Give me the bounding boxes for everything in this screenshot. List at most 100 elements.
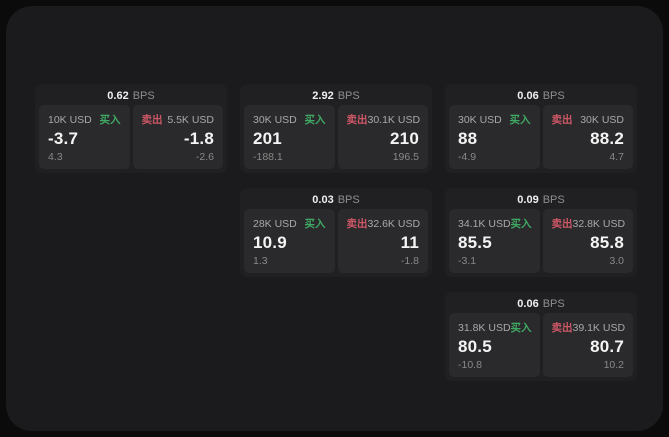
sell-label: 卖出 bbox=[551, 218, 573, 230]
card-header: 2.92 BPS bbox=[244, 88, 428, 105]
quote-card: 0.03 BPS 28K USD 买入 10.9 1.3 卖出 32.6K US… bbox=[240, 188, 432, 277]
buy-delta: 4.3 bbox=[48, 151, 63, 163]
quote-card: 0.62 BPS 10K USD 买入 -3.7 4.3 卖出 5.5K USD… bbox=[35, 84, 227, 173]
buy-delta: -188.1 bbox=[253, 151, 283, 163]
buy-tile[interactable]: 30K USD 买入 201 -188.1 bbox=[244, 105, 335, 169]
card-body: 30K USD 买入 201 -188.1 卖出 30.1K USD 210 1… bbox=[244, 105, 428, 169]
buy-label: 买入 bbox=[510, 218, 532, 230]
bps-value: 2.92 bbox=[312, 90, 334, 102]
quote-card: 0.06 BPS 31.8K USD 买入 80.5 -10.8 卖出 39.1… bbox=[445, 292, 637, 381]
buy-price: 88 bbox=[458, 129, 478, 148]
sell-delta: 10.2 bbox=[603, 359, 624, 371]
buy-tile[interactable]: 10K USD 买入 -3.7 4.3 bbox=[39, 105, 130, 169]
sell-tile[interactable]: 卖出 32.6K USD 11 -1.8 bbox=[337, 209, 428, 273]
sell-price: -1.8 bbox=[183, 129, 214, 148]
sell-price: 80.7 bbox=[590, 337, 624, 356]
bps-unit-label: BPS bbox=[542, 90, 565, 102]
buy-notional: 30K USD bbox=[458, 114, 502, 126]
buy-price: -3.7 bbox=[48, 129, 79, 148]
bps-value: 0.03 bbox=[312, 194, 334, 206]
sell-notional: 32.8K USD bbox=[572, 218, 626, 230]
card-header: 0.62 BPS bbox=[39, 88, 223, 105]
sell-tile[interactable]: 卖出 5.5K USD -1.8 -2.6 bbox=[132, 105, 223, 169]
buy-delta: -3.1 bbox=[458, 255, 477, 267]
sell-delta: -1.8 bbox=[400, 255, 419, 267]
buy-tile-top: 34.1K USD 买入 bbox=[458, 216, 532, 231]
buy-tile-top: 30K USD 买入 bbox=[253, 112, 326, 127]
buy-tile[interactable]: 31.8K USD 买入 80.5 -10.8 bbox=[449, 313, 540, 377]
sell-delta: 196.5 bbox=[392, 151, 419, 163]
sell-notional: 5.5K USD bbox=[167, 114, 214, 126]
buy-notional: 31.8K USD bbox=[458, 322, 511, 334]
sell-tile[interactable]: 卖出 32.8K USD 85.8 3.0 bbox=[542, 209, 633, 273]
quote-card-grid: 0.62 BPS 10K USD 买入 -3.7 4.3 卖出 5.5K USD… bbox=[35, 84, 637, 381]
sell-tile-top: 卖出 32.6K USD bbox=[346, 216, 421, 231]
bps-value: 0.06 bbox=[517, 298, 539, 310]
sell-notional: 30K USD bbox=[580, 114, 624, 126]
buy-tile-top: 31.8K USD 买入 bbox=[458, 320, 532, 335]
bps-unit-label: BPS bbox=[132, 90, 155, 102]
sell-price: 11 bbox=[400, 233, 419, 252]
buy-tile-top: 30K USD 买入 bbox=[458, 112, 531, 127]
bps-unit-label: BPS bbox=[542, 298, 565, 310]
sell-label: 卖出 bbox=[346, 218, 368, 230]
buy-tile[interactable]: 34.1K USD 买入 85.5 -3.1 bbox=[449, 209, 540, 273]
buy-label: 买入 bbox=[510, 322, 532, 334]
quote-card: 0.09 BPS 34.1K USD 买入 85.5 -3.1 卖出 32.8K… bbox=[445, 188, 637, 277]
card-header: 0.06 BPS bbox=[449, 88, 633, 105]
buy-label: 买入 bbox=[509, 114, 531, 126]
bps-value: 0.06 bbox=[517, 90, 539, 102]
buy-price: 80.5 bbox=[458, 337, 492, 356]
sell-label: 卖出 bbox=[551, 322, 573, 334]
bps-unit-label: BPS bbox=[337, 90, 360, 102]
sell-tile-top: 卖出 30K USD bbox=[552, 112, 625, 127]
sell-tile[interactable]: 卖出 30.1K USD 210 196.5 bbox=[337, 105, 428, 169]
sell-notional: 32.6K USD bbox=[367, 218, 421, 230]
card-body: 31.8K USD 买入 80.5 -10.8 卖出 39.1K USD 80.… bbox=[449, 313, 633, 377]
buy-tile-top: 10K USD 买入 bbox=[48, 112, 121, 127]
buy-price: 85.5 bbox=[458, 233, 492, 252]
card-header: 0.03 BPS bbox=[244, 192, 428, 209]
buy-tile[interactable]: 28K USD 买入 10.9 1.3 bbox=[244, 209, 335, 273]
card-header: 0.06 BPS bbox=[449, 296, 633, 313]
sell-label: 卖出 bbox=[551, 114, 573, 126]
buy-delta: -10.8 bbox=[458, 359, 482, 371]
quote-card: 0.06 BPS 30K USD 买入 88 -4.9 卖出 30K USD 8… bbox=[445, 84, 637, 173]
buy-delta: 1.3 bbox=[253, 255, 268, 267]
sell-price: 88.2 bbox=[590, 129, 624, 148]
buy-notional: 30K USD bbox=[253, 114, 297, 126]
sell-price: 85.8 bbox=[590, 233, 624, 252]
bps-unit-label: BPS bbox=[542, 194, 565, 206]
buy-notional: 28K USD bbox=[253, 218, 297, 230]
sell-notional: 39.1K USD bbox=[572, 322, 626, 334]
buy-label: 买入 bbox=[304, 218, 326, 230]
sell-tile[interactable]: 卖出 39.1K USD 80.7 10.2 bbox=[542, 313, 633, 377]
bps-unit-label: BPS bbox=[337, 194, 360, 206]
sell-tile-top: 卖出 32.8K USD bbox=[551, 216, 626, 231]
sell-delta: 4.7 bbox=[609, 151, 624, 163]
buy-label: 买入 bbox=[304, 114, 326, 126]
card-body: 10K USD 买入 -3.7 4.3 卖出 5.5K USD -1.8 -2.… bbox=[39, 105, 223, 169]
buy-tile[interactable]: 30K USD 买入 88 -4.9 bbox=[449, 105, 540, 169]
sell-delta: -2.6 bbox=[195, 151, 214, 163]
card-body: 34.1K USD 买入 85.5 -3.1 卖出 32.8K USD 85.8… bbox=[449, 209, 633, 273]
buy-label: 买入 bbox=[99, 114, 121, 126]
buy-price: 201 bbox=[253, 129, 282, 148]
card-body: 28K USD 买入 10.9 1.3 卖出 32.6K USD 11 -1.8 bbox=[244, 209, 428, 273]
sell-tile-top: 卖出 39.1K USD bbox=[551, 320, 626, 335]
buy-price: 10.9 bbox=[253, 233, 287, 252]
sell-tile[interactable]: 卖出 30K USD 88.2 4.7 bbox=[542, 105, 633, 169]
buy-delta: -4.9 bbox=[458, 151, 477, 163]
sell-tile-top: 卖出 5.5K USD bbox=[142, 112, 215, 127]
card-header: 0.09 BPS bbox=[449, 192, 633, 209]
main-panel: 0.62 BPS 10K USD 买入 -3.7 4.3 卖出 5.5K USD… bbox=[6, 6, 663, 431]
bps-value: 0.62 bbox=[107, 90, 129, 102]
sell-label: 卖出 bbox=[346, 114, 368, 126]
bps-value: 0.09 bbox=[517, 194, 539, 206]
buy-notional: 34.1K USD bbox=[458, 218, 511, 230]
buy-tile-top: 28K USD 买入 bbox=[253, 216, 326, 231]
buy-notional: 10K USD bbox=[48, 114, 92, 126]
sell-tile-top: 卖出 30.1K USD bbox=[346, 112, 421, 127]
sell-price: 210 bbox=[390, 129, 419, 148]
quote-card: 2.92 BPS 30K USD 买入 201 -188.1 卖出 30.1K … bbox=[240, 84, 432, 173]
